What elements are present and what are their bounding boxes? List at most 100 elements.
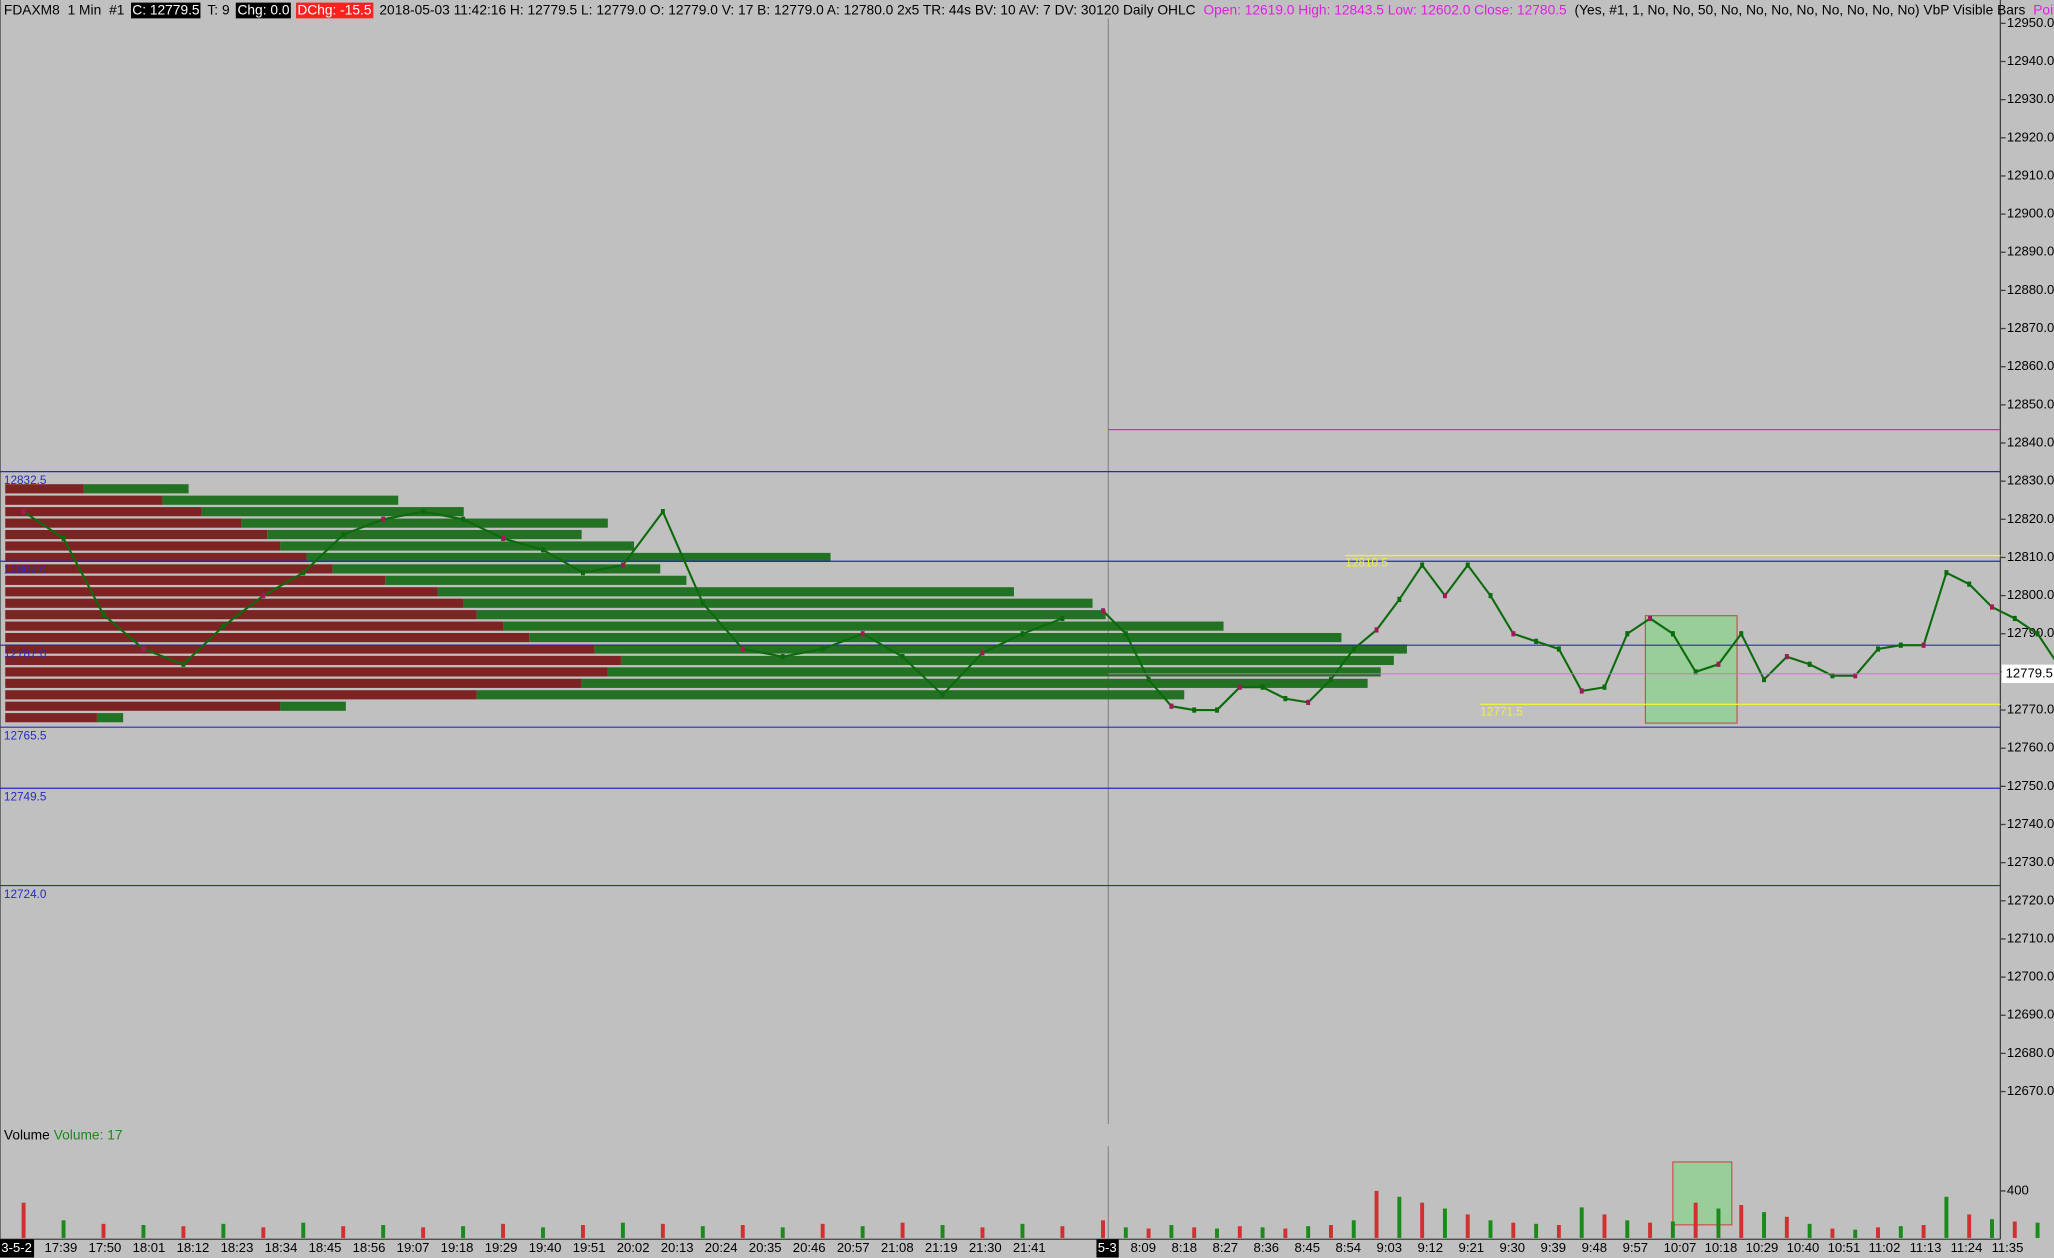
profile-bar (5, 667, 608, 677)
profile-bar (162, 495, 399, 505)
price-bar (2012, 615, 2017, 622)
price-bar (1146, 676, 1151, 683)
close: C: 12779.5 (130, 2, 201, 19)
y-tick-label: 12700.0 (2007, 969, 2054, 984)
volume-bar (580, 1225, 585, 1238)
volume-bar (1534, 1223, 1539, 1238)
x-tick-label: 20:46 (793, 1240, 826, 1255)
session-label-bg (0, 1239, 35, 1258)
x-tick-label: 9:03 (1377, 1240, 1402, 1255)
session-label-bg (1096, 1239, 1119, 1258)
price-bar (1260, 684, 1265, 690)
volume-title: Volume (4, 1127, 50, 1142)
volume-bar (1648, 1222, 1653, 1238)
price-bar (301, 570, 306, 576)
volume-bar (1716, 1208, 1721, 1238)
profile-bar (476, 610, 1106, 620)
volume-bar (1260, 1227, 1265, 1238)
x-tick-label: 18:23 (221, 1240, 254, 1255)
x-tick-label: 8:36 (1254, 1240, 1279, 1255)
x-tick-label: 10:29 (1746, 1240, 1779, 1255)
x-tick-label: 18:45 (309, 1240, 342, 1255)
header: FDAXM8 1 Min #1 C: 12779.5 T: 9 Chg: 0.0… (3, 2, 2054, 19)
price-bar (1990, 604, 1994, 610)
x-tick-label: 19:18 (441, 1240, 474, 1255)
y-tick-label: 12770.0 (2007, 702, 2054, 717)
x-tick-label: 8:45 (1295, 1240, 1320, 1255)
price-bar (900, 654, 905, 660)
price-bar (381, 516, 386, 522)
volume-bar (700, 1226, 705, 1238)
y-tick-label: 12930.0 (2007, 91, 2054, 106)
y-tick-label: 12950.0 (2007, 15, 2054, 30)
volume-bar (1602, 1214, 1607, 1238)
volume-bar (501, 1223, 506, 1238)
y-tick-label: 12840.0 (2007, 434, 2054, 449)
x-tick-label: 10:40 (1787, 1240, 1820, 1255)
profile-bar (5, 701, 281, 711)
symbol: FDAXM8 (3, 2, 60, 19)
daily-change: DChg: -15.5 (296, 2, 373, 19)
price-bar (860, 631, 865, 637)
profile-bar (5, 507, 202, 517)
price-bar (1442, 592, 1447, 599)
volume-bar (1169, 1225, 1174, 1238)
volume-bar (261, 1227, 266, 1238)
x-tick-label: 11:24 (1951, 1240, 1983, 1255)
level-label: 12809.0 (4, 564, 47, 577)
x-tick-label: 17:39 (45, 1240, 78, 1255)
profile-bar (503, 621, 1224, 631)
y-tick-label: 12730.0 (2007, 854, 2054, 869)
price-bar (820, 646, 825, 652)
price-bar (580, 570, 585, 576)
price-bar (461, 516, 466, 522)
profile-bar (5, 552, 307, 563)
price-bar (1830, 673, 1835, 679)
profile-bar (267, 529, 582, 540)
volume-bar (2012, 1221, 2017, 1238)
price-bar (501, 535, 506, 541)
volume-bar (1060, 1226, 1065, 1238)
price-bar (740, 646, 745, 652)
x-tick-label: 18:12 (177, 1240, 210, 1255)
volume-bar (1192, 1227, 1197, 1238)
volume-bar (1488, 1220, 1493, 1238)
price-bar (1283, 695, 1288, 702)
price-bar (1693, 669, 1698, 675)
x-tick-label: 9:30 (1500, 1240, 1525, 1255)
y-tick-label: 12740.0 (2007, 816, 2054, 831)
volume-bar (1762, 1212, 1767, 1238)
x-tick-label: 18:34 (265, 1240, 298, 1255)
price-bar (940, 692, 945, 698)
x-tick-label: 10:07 (1664, 1240, 1697, 1255)
price-bar (1123, 631, 1128, 637)
volume-bar (820, 1223, 825, 1238)
price-bar (1488, 592, 1493, 599)
volume-bar (1990, 1219, 1994, 1238)
profile-bar (581, 678, 1368, 688)
profile-bar (83, 484, 189, 494)
x-tick-label: 17:50 (89, 1240, 122, 1255)
profile-bar (5, 484, 84, 494)
price-bar (1648, 615, 1653, 622)
price-bar (660, 509, 665, 515)
volume-bar (61, 1220, 66, 1238)
daily-ohlc: Open: 12619.0 High: 12843.5 Low: 12602.0… (1203, 2, 1567, 19)
profile-bar (5, 541, 281, 551)
x-tick-label: 20:35 (749, 1240, 782, 1255)
price-bar (181, 661, 186, 667)
y-tick-label: 12670.0 (2007, 1083, 2054, 1098)
price-bar (221, 623, 226, 629)
volume-bar (1739, 1205, 1744, 1238)
y-tick-label: 12720.0 (2007, 892, 2054, 907)
y-tick-label: 12830.0 (2007, 473, 2054, 488)
price-bar (1511, 631, 1516, 637)
volume-bar (1556, 1225, 1561, 1238)
price-bar (1351, 646, 1356, 652)
volume-value: Volume: 17 (54, 1127, 123, 1142)
volume-bar (1898, 1226, 1903, 1238)
x-tick-label: 10:51 (1828, 1240, 1861, 1255)
volume-bar (980, 1227, 985, 1238)
